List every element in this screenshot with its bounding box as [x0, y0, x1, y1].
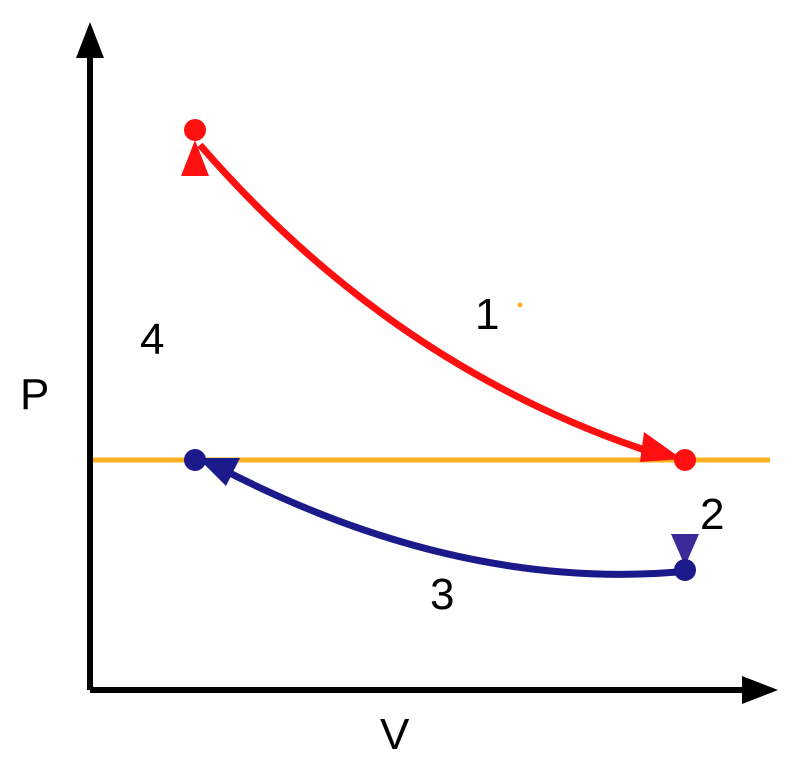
y-axis: [76, 22, 104, 690]
process-1-label: 1: [475, 290, 499, 340]
process-1-curve: [200, 145, 682, 462]
x-axis-label: V: [380, 710, 409, 760]
pv-diagram: P V 1 2 3 4: [0, 0, 792, 775]
process-2-label: 2: [700, 490, 724, 540]
process-3-label: 3: [430, 570, 454, 620]
diagram-svg: [0, 0, 792, 775]
accent-dot: [518, 303, 523, 308]
process-4-label: 4: [140, 315, 164, 365]
state-top-left: [184, 119, 206, 141]
process-3-curve: [198, 458, 678, 574]
process-2-line: [671, 468, 699, 566]
y-axis-label: P: [20, 370, 49, 420]
x-axis: [90, 676, 778, 704]
process-4-line: [181, 140, 209, 454]
state-mid-right: [674, 449, 696, 471]
state-bot-right: [674, 559, 696, 581]
state-mid-left: [184, 449, 206, 471]
